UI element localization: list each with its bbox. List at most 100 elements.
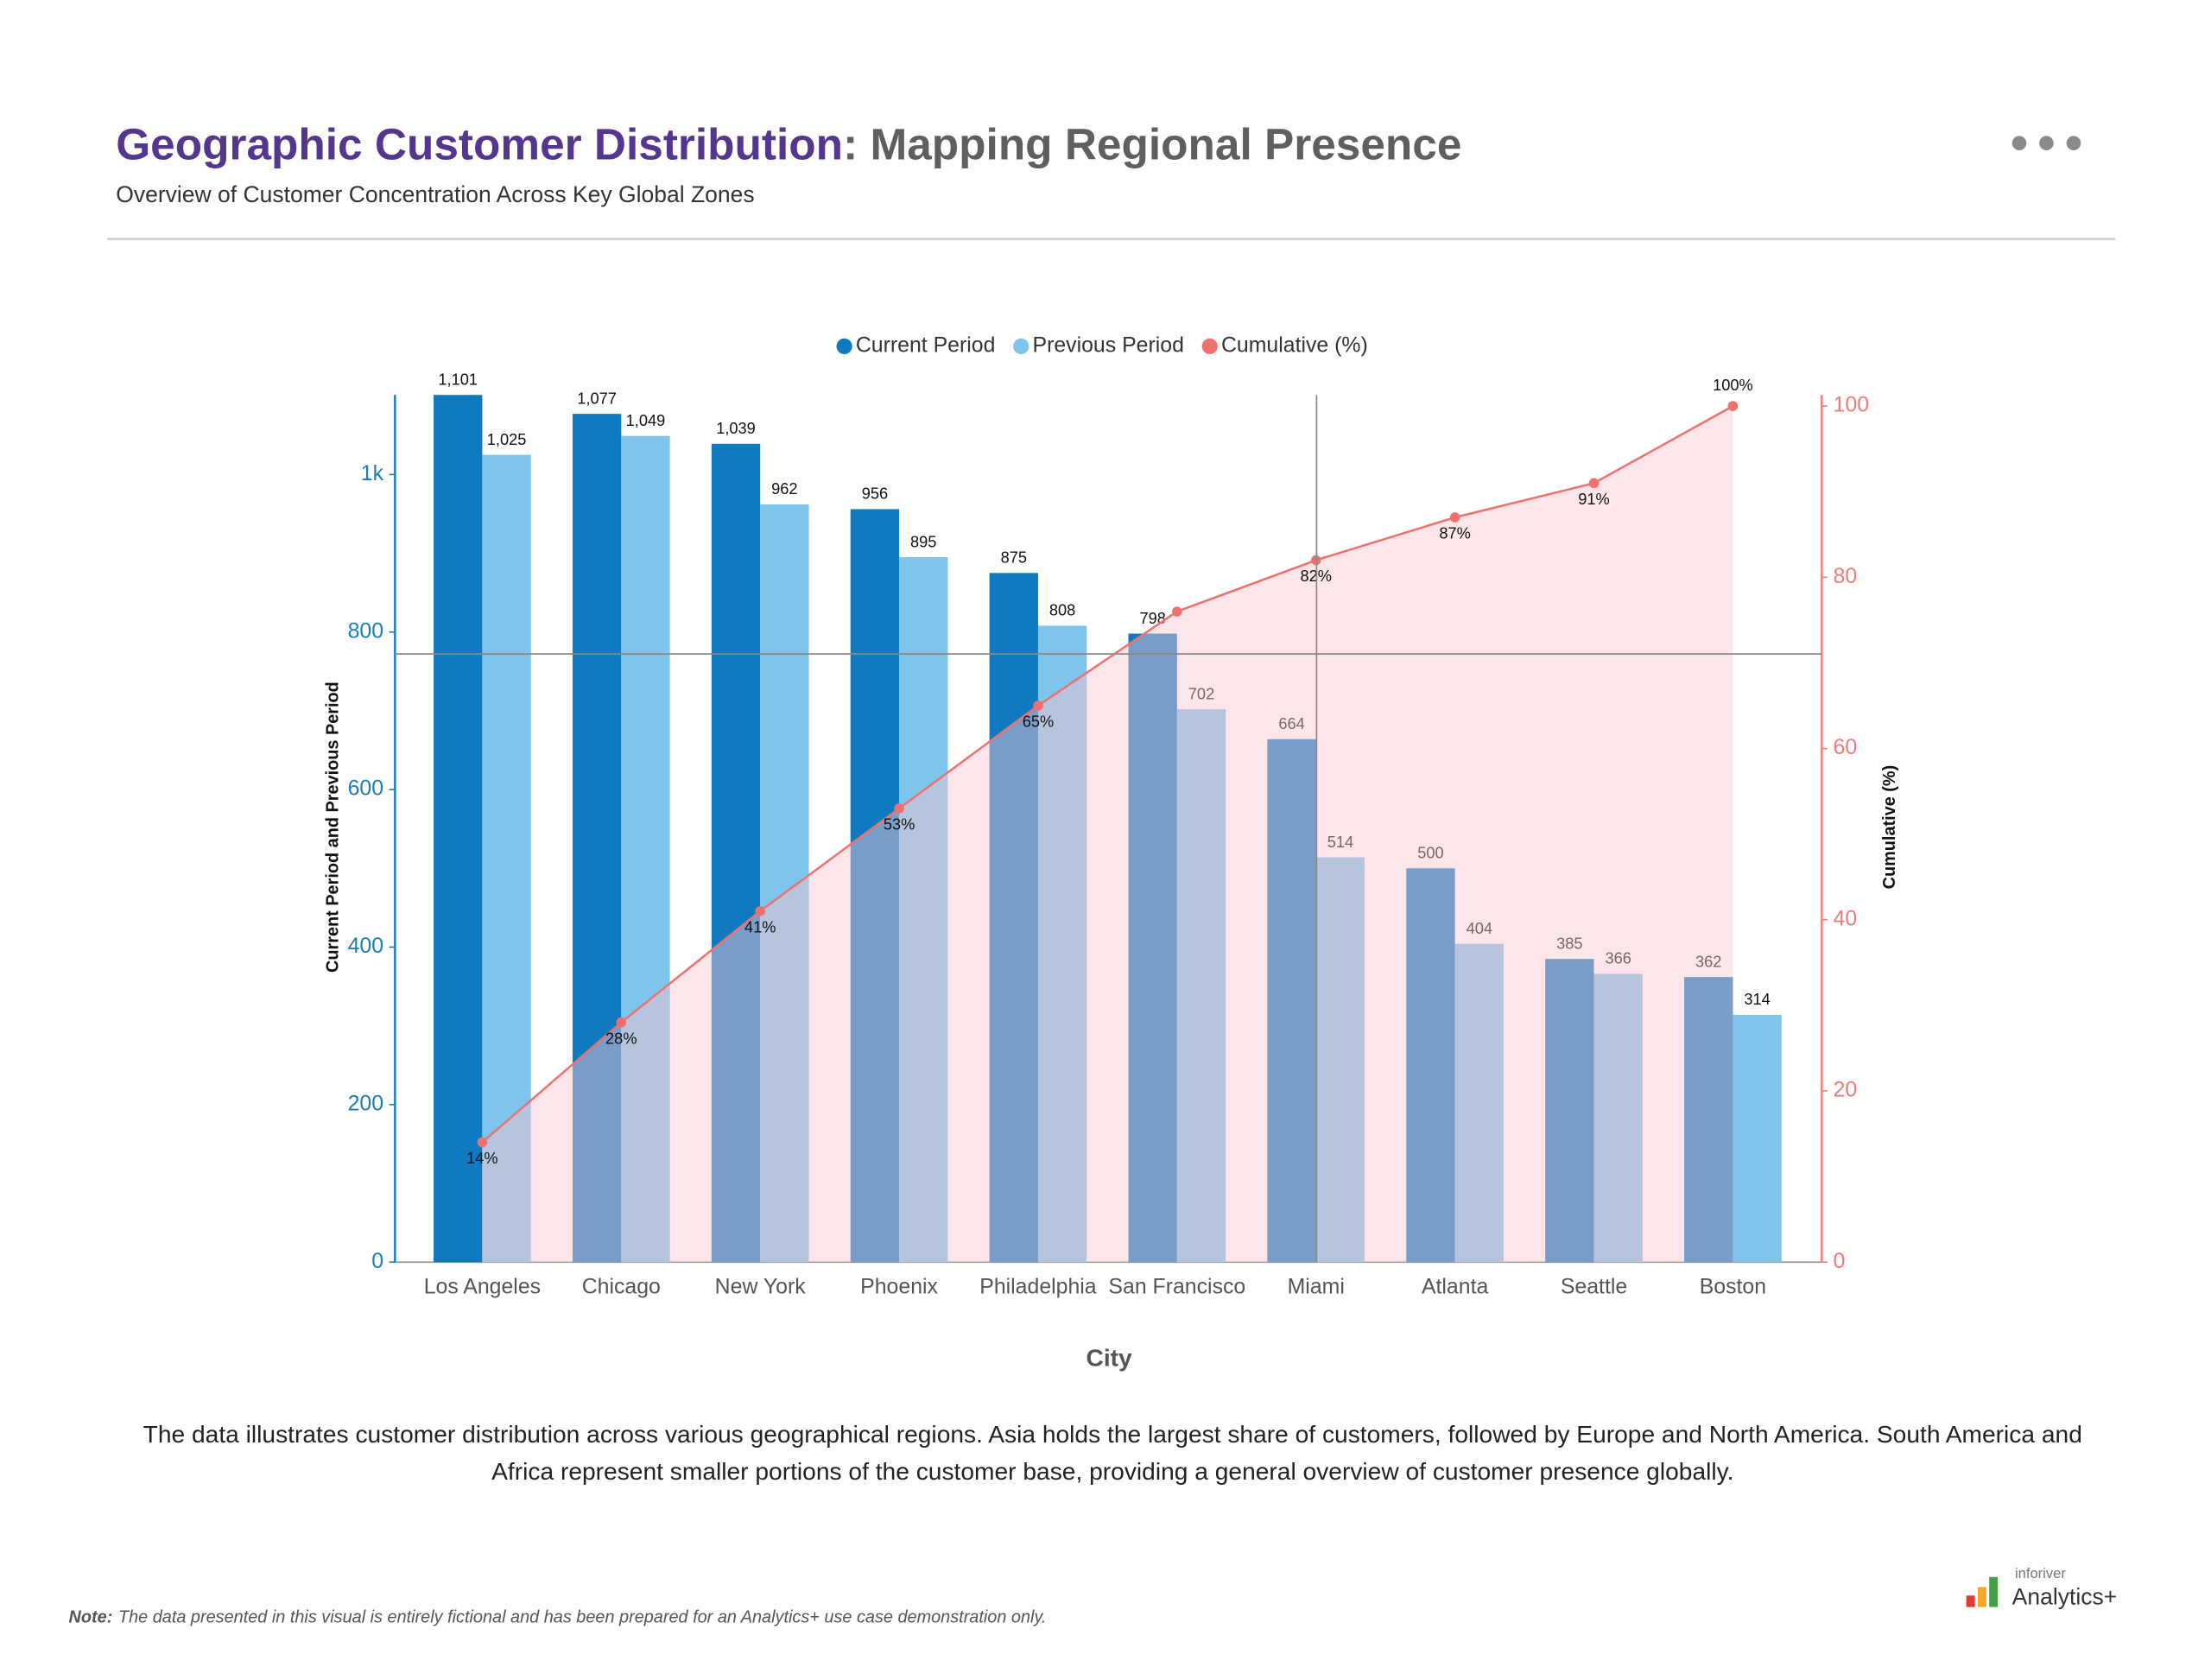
data-label: 366 (1605, 950, 1631, 967)
data-label: 1,025 (487, 431, 527, 448)
data-label: 895 (910, 533, 936, 550)
logo-bar (1977, 1587, 1986, 1607)
data-label: 28% (605, 1030, 637, 1047)
bar (1128, 633, 1177, 1263)
data-label: 65% (1023, 713, 1054, 731)
legend-swatch (1201, 338, 1218, 355)
data-label: 1,049 (626, 412, 666, 429)
data-label: 1,101 (438, 371, 478, 389)
bar (989, 573, 1038, 1263)
bar (1454, 943, 1504, 1263)
bar (1406, 868, 1455, 1263)
data-label: 875 (1001, 549, 1027, 567)
data-label: 514 (1327, 834, 1353, 851)
legend-label: Previous Period (1033, 333, 1184, 357)
y2-tick-label: 80 (1834, 565, 1858, 588)
bar (1315, 857, 1365, 1263)
y-tick-label: 1k (361, 462, 384, 485)
legend-item[interactable]: Cumulative (%) (1201, 333, 1368, 357)
point (1172, 606, 1182, 617)
legend-item[interactable]: Current Period (836, 333, 995, 357)
note: Note: The data presented in this visual i… (69, 1608, 1047, 1627)
x-tick-label: Seattle (1561, 1276, 1627, 1299)
dot (2039, 136, 2054, 150)
data-label: 702 (1188, 685, 1214, 702)
data-label: 362 (1695, 953, 1721, 970)
line (481, 405, 1734, 1144)
legend-label: Current Period (856, 333, 996, 357)
x-tick-label: Philadelphia (979, 1276, 1097, 1299)
y2-axis-title: Cumulative (%) (1880, 765, 1899, 890)
point (616, 1017, 627, 1028)
x-tick-label: Chicago (582, 1276, 661, 1299)
x-tick-label: San Francisco (1108, 1276, 1245, 1299)
data-label: 41% (744, 919, 776, 936)
y-tick-label: 0 (371, 1250, 383, 1273)
data-label: 14% (466, 1150, 497, 1167)
point (1449, 512, 1460, 523)
data-label: 91% (1578, 491, 1609, 508)
data-label: 87% (1439, 525, 1470, 542)
x-tick-label: Atlanta (1422, 1276, 1489, 1299)
bar (850, 509, 900, 1263)
x-axis-title: City (1086, 1344, 1133, 1371)
point (1727, 401, 1739, 411)
legend-swatch (836, 338, 852, 355)
bar (1593, 973, 1643, 1263)
x-tick-label: Boston (1700, 1276, 1766, 1299)
bar (760, 504, 809, 1263)
bar (1037, 625, 1087, 1263)
point (477, 1137, 488, 1148)
bar (482, 454, 531, 1263)
x-tick-label: Miami (1288, 1276, 1345, 1299)
data-label: 664 (1278, 715, 1304, 732)
bar (1267, 739, 1316, 1263)
menu-dots[interactable] (2011, 136, 2081, 150)
logo: inforiver Analytics+ (1966, 1565, 2117, 1610)
x-tick-label: New York (715, 1276, 807, 1299)
bar (899, 557, 948, 1263)
y-tick-label: 400 (348, 935, 383, 958)
x-tick-label: Phoenix (860, 1276, 938, 1299)
bar (1684, 977, 1733, 1263)
y-axis-title: Current Period and Previous Period (323, 682, 342, 973)
legend-item[interactable]: Previous Period (1013, 333, 1184, 357)
data-label: 385 (1556, 935, 1582, 952)
data-label: 962 (771, 480, 797, 498)
bar (711, 443, 761, 1263)
dot (2066, 136, 2081, 150)
data-label: 1,039 (716, 420, 756, 437)
logo-bar (1966, 1595, 1975, 1607)
bar (434, 395, 483, 1263)
logo-small: inforiver (2015, 1565, 2066, 1582)
chart-title: Geographic Customer Distribution: Mappin… (116, 119, 1461, 168)
data-label: 500 (1417, 845, 1443, 862)
point (755, 906, 765, 916)
data-label: 808 (1049, 602, 1075, 619)
x-tick-label: Los Angeles (424, 1276, 541, 1299)
dot (2011, 136, 2027, 150)
bar (572, 414, 622, 1263)
y2-tick-label: 20 (1834, 1079, 1858, 1102)
bar (621, 435, 670, 1263)
area (482, 406, 1733, 1263)
title-rest: : Mapping Regional Presence (843, 119, 1461, 168)
y-tick-label: 200 (348, 1092, 383, 1115)
data-label: 314 (1744, 991, 1770, 1008)
description: The data illustrates customer distributi… (143, 1421, 2082, 1486)
y2-tick-label: 100 (1834, 394, 1869, 417)
y2-tick-label: 60 (1834, 736, 1858, 759)
logo-bar (1989, 1576, 1999, 1607)
legend-label: Cumulative (%) (1221, 333, 1368, 357)
point (894, 803, 904, 814)
data-label: 100% (1713, 377, 1753, 394)
point (1588, 478, 1600, 489)
data-label: 53% (884, 816, 915, 834)
title-main: Geographic Customer Distribution (116, 119, 843, 168)
description-box: The data illustrates customer distributi… (143, 1421, 2082, 1486)
legend-swatch (1013, 338, 1029, 355)
legend: Current Period Previous Period Cumulative … (836, 333, 1368, 357)
note-label: Note: (69, 1608, 113, 1627)
